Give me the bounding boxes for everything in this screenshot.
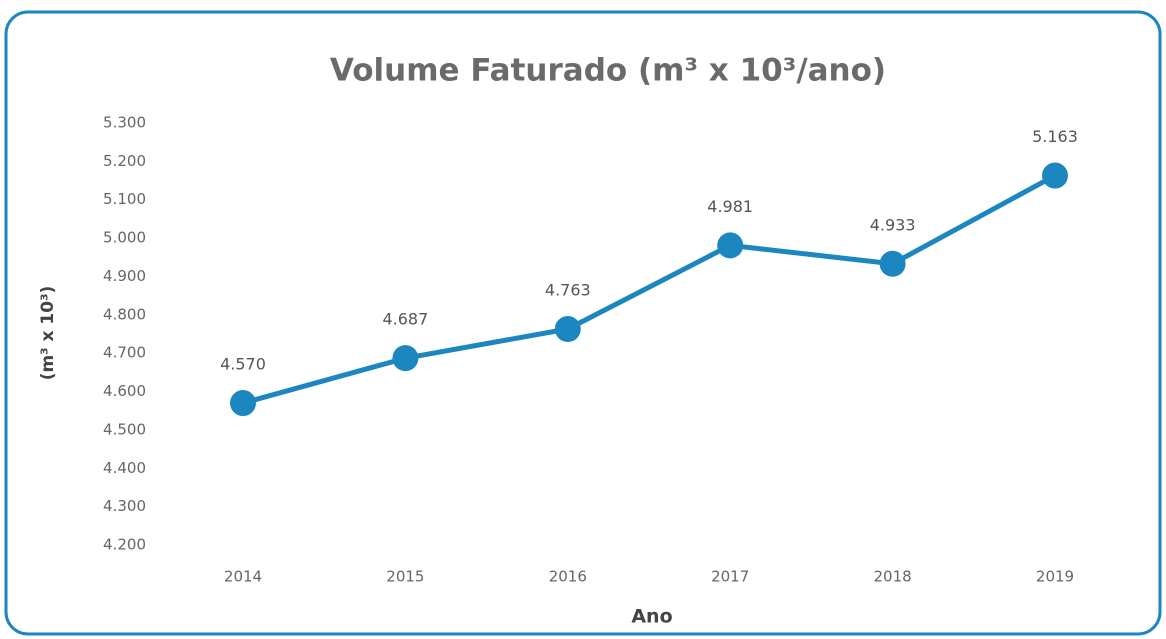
x-tick-label: 2015 <box>386 568 424 586</box>
data-label: 4.687 <box>382 310 428 329</box>
y-tick-label: 5.200 <box>103 152 146 170</box>
data-point <box>717 232 744 259</box>
y-tick-label: 4.700 <box>103 344 146 362</box>
x-axis-label: Ano <box>631 606 672 628</box>
data-point <box>879 250 906 277</box>
data-label: 4.570 <box>220 355 266 374</box>
data-label: 4.981 <box>707 197 753 216</box>
y-tick-label: 5.000 <box>103 229 146 247</box>
data-label: 5.163 <box>1032 127 1078 146</box>
y-tick-label: 4.400 <box>103 459 146 477</box>
x-tick-label: 2019 <box>1036 568 1074 586</box>
y-tick-label: 4.900 <box>103 267 146 285</box>
data-point <box>230 390 256 417</box>
data-point <box>392 345 419 372</box>
x-tick-label: 2017 <box>711 568 749 586</box>
data-label: 4.763 <box>545 281 591 300</box>
data-line <box>242 173 1057 406</box>
data-label: 4.933 <box>870 215 916 234</box>
y-tick-label: 4.500 <box>103 420 146 438</box>
y-tick-label: 4.300 <box>103 497 146 515</box>
y-tick-label: 5.300 <box>103 114 146 132</box>
data-point <box>554 316 581 343</box>
x-tick-label: 2014 <box>224 568 262 586</box>
y-axis-label: (m³ x 10³) <box>38 286 58 381</box>
x-tick-label: 2016 <box>549 568 587 586</box>
chart-title: Volume Faturado (m³ x 10³/ano) <box>330 53 886 89</box>
y-tick-label: 4.800 <box>103 305 146 323</box>
data-point <box>1042 162 1068 189</box>
y-tick-label: 4.200 <box>103 536 146 554</box>
x-tick-label: 2018 <box>874 568 912 586</box>
y-tick-label: 5.100 <box>103 190 146 208</box>
y-tick-label: 4.600 <box>103 382 146 400</box>
